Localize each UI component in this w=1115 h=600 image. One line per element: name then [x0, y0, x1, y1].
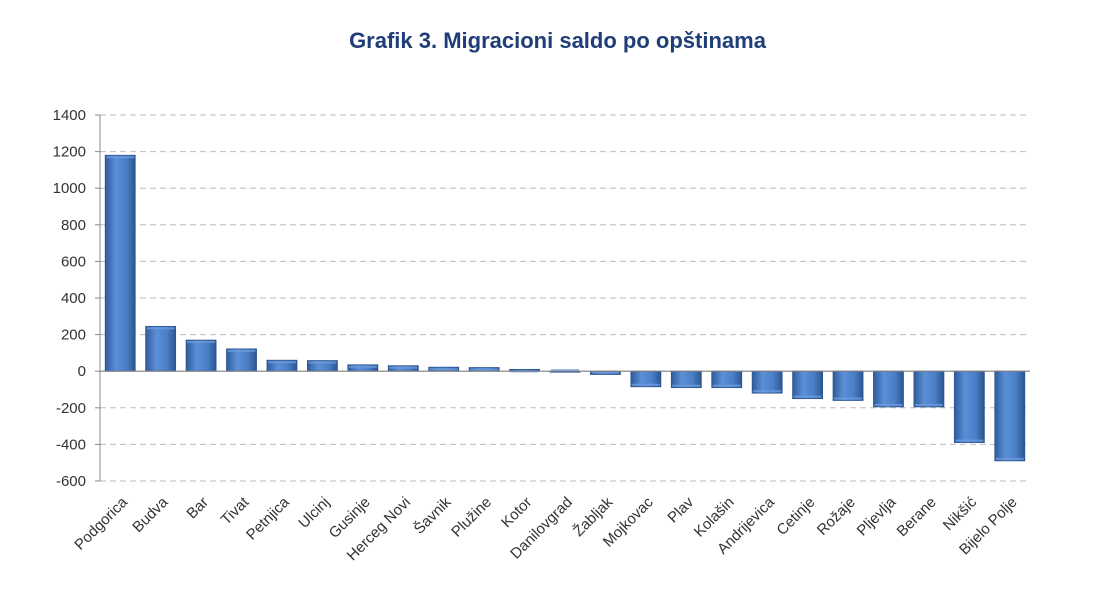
y-tick-label: 0 [78, 363, 86, 380]
bar-highlight [429, 368, 458, 371]
bar-highlight [187, 341, 216, 344]
x-tick-label: Cetinje [773, 494, 818, 539]
y-tick-label: -400 [56, 436, 86, 453]
bar-highlight [106, 156, 135, 159]
bar-highlight [672, 384, 701, 387]
x-tick-label: Kotor [498, 494, 535, 531]
bar-tivat [226, 348, 257, 372]
bar-gusinje [347, 364, 379, 372]
y-tick-label: 200 [61, 327, 86, 344]
bar-highlight [834, 397, 863, 400]
x-tick-label: Šavnik [411, 493, 455, 537]
bar-highlight [753, 390, 782, 393]
bar-highlight [470, 368, 499, 371]
bar-highlight [308, 361, 337, 364]
bar-highlight [914, 403, 943, 406]
y-axis: 1400 1200 1000 800 600 400 200 0 -200 -400 -600 [53, 107, 101, 490]
bars [100, 154, 1030, 462]
x-tick-label: Berane [894, 494, 940, 540]
bar-highlight [631, 383, 660, 386]
bar-cetinje [792, 370, 824, 400]
bar-highlight [874, 403, 903, 406]
bar-highlight [712, 384, 741, 387]
bar-rožaje [832, 370, 864, 401]
gridlines [100, 114, 1030, 482]
y-tick-label: 1400 [53, 107, 86, 124]
bar-highlight [551, 369, 579, 372]
y-tick-label: 600 [61, 253, 86, 270]
bar-highlight [227, 349, 256, 352]
bar-bar [185, 339, 217, 372]
x-tick-label: Pljevlja [854, 493, 900, 539]
bar-highlight [389, 366, 418, 369]
bar-nikšić [953, 370, 985, 443]
bar-highlight [146, 327, 175, 330]
y-tick-label: 800 [61, 217, 86, 234]
bar-highlight [955, 439, 984, 442]
x-tick-label: Petnjica [243, 493, 293, 543]
y-tick-label: -200 [56, 400, 86, 417]
bar-bijelo-polje [994, 370, 1026, 462]
bar-pljevlja [873, 370, 904, 408]
x-tick-label: Bar [183, 494, 212, 523]
x-tick-label: Ulcinj [295, 494, 333, 532]
x-tick-label: Plav [664, 493, 697, 526]
bar-andrijevica [751, 370, 783, 394]
x-tick-label: Rožaje [814, 494, 859, 539]
x-tick-label: Plužine [448, 494, 495, 541]
chart-title: Grafik 3. Migracioni saldo po opštinama [349, 28, 766, 53]
y-tick-label: -600 [56, 473, 86, 490]
bar-highlight [793, 395, 822, 398]
x-tick-label: Tivat [218, 493, 253, 528]
y-tick-label: 400 [61, 290, 86, 307]
bar-highlight [348, 365, 377, 368]
x-tick-label: Podgorica [71, 493, 131, 553]
bar-highlight [591, 371, 620, 374]
y-tick-label: 1200 [53, 144, 86, 161]
bar-highlight [267, 361, 296, 364]
bar-podgorica [104, 154, 136, 372]
y-tick-label: 1000 [53, 180, 86, 197]
bar-berane [913, 370, 945, 408]
bar-highlight [995, 457, 1024, 460]
bar-budva [145, 325, 177, 372]
x-tick-label: Budva [129, 493, 172, 536]
